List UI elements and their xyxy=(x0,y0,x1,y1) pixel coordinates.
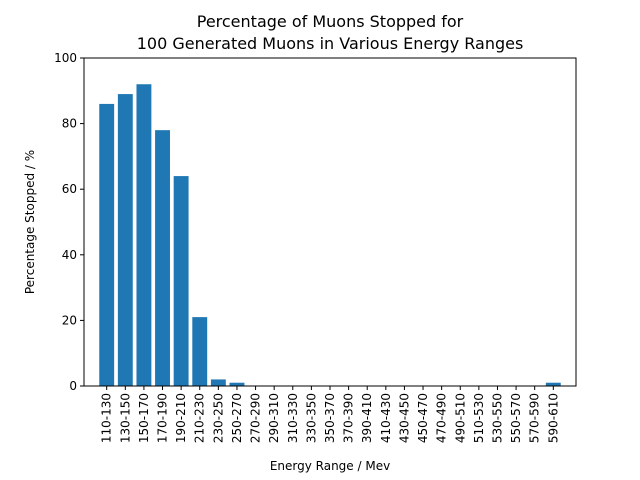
x-tick-label: 110-130 xyxy=(100,393,114,443)
x-tick-label: 570-590 xyxy=(528,393,542,443)
bar-250-270 xyxy=(229,382,245,386)
x-tick-label: 590-610 xyxy=(546,393,560,443)
x-tick-label: 250-270 xyxy=(230,393,244,443)
x-tick-label: 350-370 xyxy=(323,393,337,443)
plot-frame xyxy=(83,57,577,387)
y-tick-label: 0 xyxy=(69,379,77,393)
x-tick-label: 310-330 xyxy=(286,393,300,443)
x-tick-label: 330-350 xyxy=(304,393,318,443)
x-tick-label: 390-410 xyxy=(360,393,374,443)
x-tick-label: 470-490 xyxy=(435,393,449,443)
x-tick-label: 530-550 xyxy=(490,393,504,443)
y-axis: 0 20 40 60 80 100 xyxy=(54,51,84,393)
bar-150-170 xyxy=(136,84,152,387)
y-tick-label: 80 xyxy=(62,117,77,131)
x-tick-label: 430-450 xyxy=(397,393,411,443)
bar-170-190 xyxy=(155,130,170,386)
bar-110-130 xyxy=(99,103,115,387)
y-tick-label: 20 xyxy=(62,313,77,327)
x-tick-label: 270-290 xyxy=(249,393,263,443)
bar-130-150 xyxy=(117,94,133,386)
x-tick-label: 410-430 xyxy=(379,393,393,443)
x-tick-label: 230-250 xyxy=(211,393,225,443)
chart-title-line-2: 100 Generated Muons in Various Energy Ra… xyxy=(137,34,524,53)
x-tick-label: 190-210 xyxy=(174,393,188,443)
chart-title-line-1: Percentage of Muons Stopped for xyxy=(197,12,464,31)
bar-210-230 xyxy=(192,317,208,386)
x-tick-label: 290-310 xyxy=(267,393,281,443)
x-tick-label: 130-150 xyxy=(118,393,132,443)
bars-group xyxy=(99,84,561,387)
x-axis-label: Energy Range / Mev xyxy=(270,459,390,473)
y-tick-label: 100 xyxy=(54,51,77,65)
bar-190-210 xyxy=(173,176,189,386)
x-tick-label: 450-470 xyxy=(416,393,430,443)
bar-590-610 xyxy=(545,382,561,386)
x-tick-label: 550-570 xyxy=(509,393,523,443)
x-axis: 110-130 130-150 150-170 170-190 190-210 210-2… xyxy=(100,386,560,443)
y-tick-label: 60 xyxy=(62,182,77,196)
x-tick-label: 170-190 xyxy=(156,393,170,443)
y-tick-label: 40 xyxy=(62,248,77,262)
y-axis-label: Percentage Stopped / % xyxy=(23,150,37,294)
x-tick-label: 490-510 xyxy=(453,393,467,443)
x-tick-label: 150-170 xyxy=(137,393,151,443)
x-tick-label: 210-230 xyxy=(193,393,207,443)
bar-230-250 xyxy=(210,379,226,386)
x-tick-label: 370-390 xyxy=(342,393,356,443)
x-tick-label: 510-530 xyxy=(472,393,486,443)
